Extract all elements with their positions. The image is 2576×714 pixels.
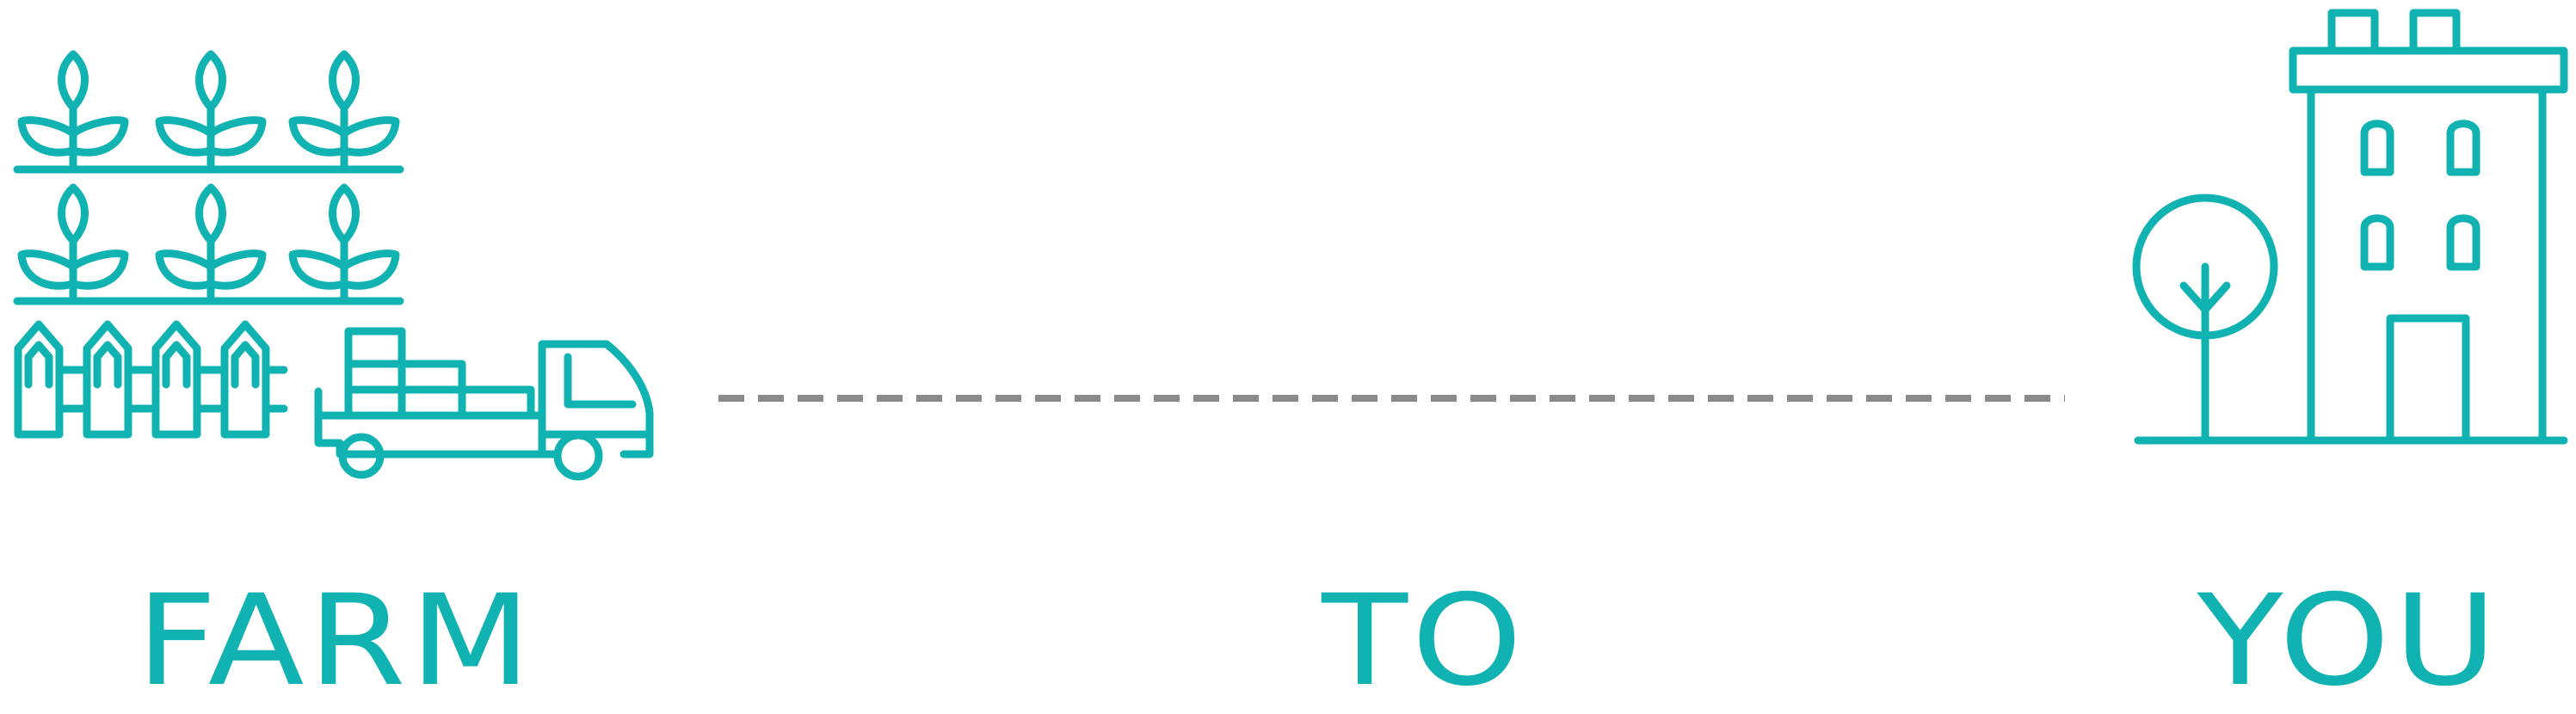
label-farm: FARM [136, 568, 535, 714]
apartment-building-icon [2134, 9, 2568, 445]
tree-icon [2132, 194, 2278, 445]
delivery-truck-icon [314, 327, 654, 481]
label-to: TO [1322, 568, 1526, 714]
fence-icon [18, 324, 288, 434]
farm-crops-icon [13, 54, 404, 305]
label-you: YOU [2197, 568, 2501, 714]
